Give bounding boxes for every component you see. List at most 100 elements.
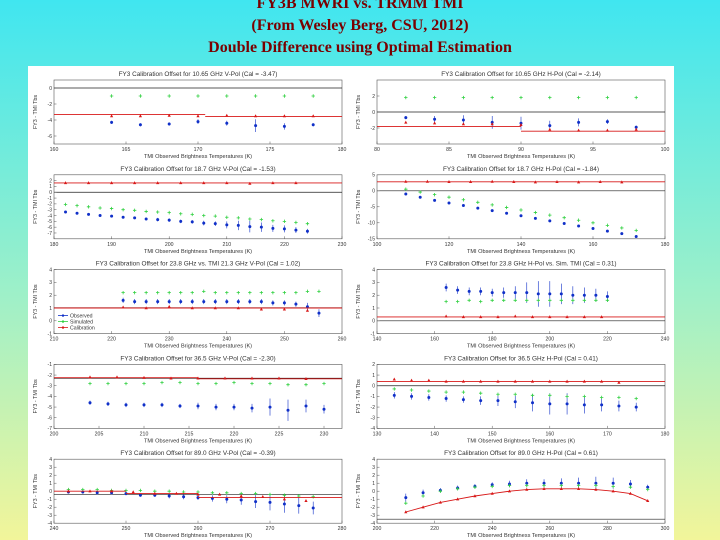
simulated-point — [473, 485, 477, 489]
observed-point — [628, 482, 632, 486]
observed-point — [248, 300, 252, 304]
simulated-point — [599, 395, 604, 400]
plot-marks — [54, 375, 342, 421]
observed-point — [404, 192, 408, 196]
simulated-point — [620, 226, 624, 230]
simulated-point — [81, 487, 85, 492]
calibration-point — [456, 497, 460, 501]
plot-frame — [376, 458, 666, 524]
observed-point — [124, 403, 128, 407]
observed-point — [305, 305, 309, 309]
simulated-point — [404, 95, 408, 100]
observed-point — [513, 291, 517, 295]
observed-point — [620, 232, 624, 236]
simulated-point — [533, 210, 538, 215]
observed-point — [160, 403, 164, 407]
calibration-point — [421, 505, 425, 509]
simulated-point — [167, 489, 171, 493]
y-tick-label: -4 — [371, 521, 376, 527]
x-tick-label: 180 — [50, 242, 59, 248]
observed-point — [536, 292, 540, 296]
observed-point — [594, 481, 598, 485]
calibration-point — [156, 181, 160, 185]
observed-point — [577, 481, 581, 485]
y-tick-label: -5 — [371, 205, 376, 211]
observed-point — [548, 402, 552, 406]
simulated-point — [132, 208, 137, 212]
observed-point — [144, 217, 148, 221]
simulated-point — [271, 219, 275, 223]
x-tick-label: 180 — [661, 242, 670, 248]
simulated-point — [392, 387, 396, 391]
simulated-point — [504, 205, 509, 210]
calibration-point — [169, 376, 173, 380]
calibration-point — [548, 315, 552, 319]
x-axis-label: TMI Observed Brightness Temperatures (K) — [144, 154, 252, 160]
simulated-point — [294, 290, 298, 295]
simulated-point — [88, 381, 92, 386]
calibration-point — [542, 487, 546, 490]
y-tick-label: -3 — [48, 384, 53, 390]
simulated-point — [513, 392, 517, 396]
x-tick-label: 170 — [194, 147, 203, 153]
observed-point — [533, 216, 537, 220]
observed-point — [213, 222, 217, 226]
simulated-point — [271, 290, 275, 295]
simulated-point — [542, 483, 546, 488]
y-axis-label: FY3 - TMI Tbs — [356, 379, 362, 414]
calibration-point — [620, 180, 624, 184]
x-tick-label: 180 — [338, 147, 347, 153]
observed-point — [156, 300, 160, 304]
simulated-point — [432, 95, 437, 100]
simulated-point — [571, 298, 575, 303]
observed-point — [64, 210, 68, 214]
calibration-point — [282, 307, 286, 311]
calibration-point — [133, 181, 137, 185]
observed-point — [142, 403, 146, 407]
y-tick-label: 2 — [372, 362, 375, 368]
y-tick-label: -4 — [371, 426, 376, 432]
y-axis-label: FY3 - TMI Tbs — [356, 189, 362, 224]
calibration-line — [405, 488, 648, 513]
observed-point — [121, 298, 125, 302]
calibration-point — [525, 487, 529, 491]
observed-point — [418, 195, 422, 199]
y-tick-label: 0 — [49, 86, 52, 92]
calibration-point — [282, 114, 286, 118]
observed-point — [404, 496, 408, 500]
observed-point — [196, 120, 200, 124]
observed-point — [392, 393, 396, 397]
simulated-point — [167, 94, 171, 98]
simulated-point — [409, 388, 414, 392]
x-axis-label: TMI Observed Brightness Temperatures (K) — [144, 533, 252, 539]
x-tick-label: 220 — [603, 337, 612, 343]
plot-marks — [54, 487, 342, 515]
y-tick-label: 5 — [372, 173, 375, 179]
legend-entry: Observed — [70, 313, 93, 319]
y-tick-label: 2 — [372, 473, 375, 479]
x-tick-label: 205 — [95, 431, 104, 437]
y-axis-label: FY3 - TMI Tbs — [33, 474, 39, 509]
y-tick-label: 3 — [372, 280, 375, 286]
calibration-point — [425, 179, 429, 183]
y-tick-label: 0 — [372, 489, 375, 495]
x-tick-label: 180 — [661, 431, 670, 437]
simulated-point — [225, 215, 229, 219]
x-tick-label: 230 — [165, 337, 174, 343]
chart-panel-10: FY3 Calibration Offset for 89.0 GHz H-Po… — [356, 450, 669, 539]
x-tick-label: 200 — [545, 337, 554, 343]
calibration-point — [202, 181, 206, 185]
simulated-point — [213, 214, 217, 218]
y-tick-label: 1 — [372, 373, 375, 379]
y-tick-label: -6 — [48, 416, 53, 422]
x-tick-label: 140 — [373, 337, 382, 343]
simulated-point — [282, 219, 287, 224]
observed-point — [447, 201, 451, 205]
observed-point — [496, 399, 500, 403]
simulated-point — [617, 395, 621, 400]
simulated-point — [628, 485, 633, 489]
simulated-point — [294, 220, 298, 225]
calibration-point — [261, 495, 265, 498]
calibration-point — [461, 122, 465, 126]
x-tick-label: 240 — [50, 526, 59, 532]
